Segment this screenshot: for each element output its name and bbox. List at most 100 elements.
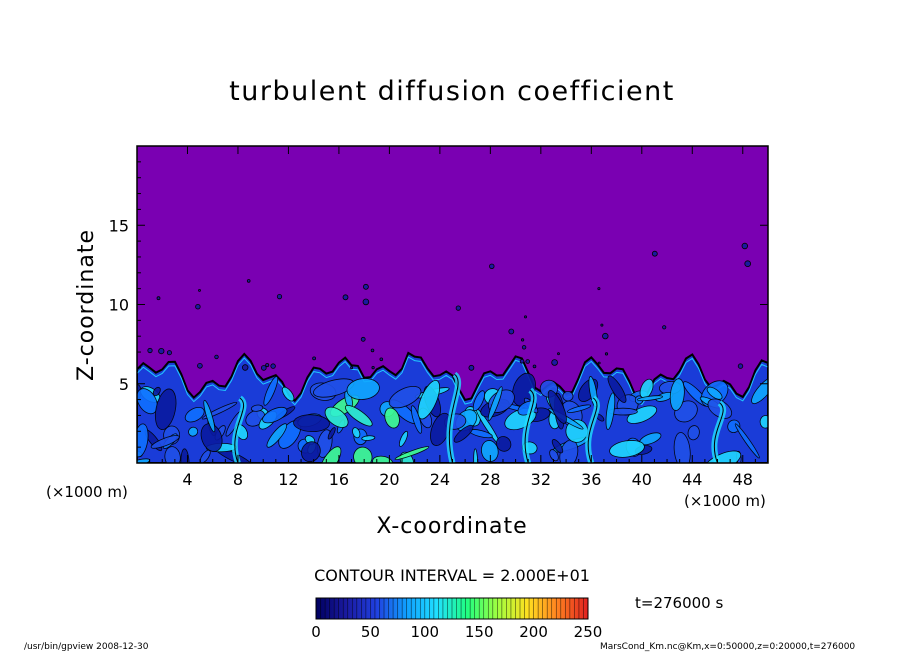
x-tick-label: 16: [329, 470, 349, 489]
x-unit-right: (×1000 m): [684, 492, 766, 510]
eddy: [567, 404, 592, 413]
x-tick-label: 44: [682, 470, 702, 489]
eddy: [352, 427, 361, 439]
eddy: [346, 378, 380, 400]
x-tick-label: 40: [632, 470, 652, 489]
detached-blob: [600, 323, 604, 327]
detached-blob: [597, 361, 601, 365]
x-unit-left: (×1000 m): [46, 483, 128, 501]
detached-blob: [276, 293, 283, 300]
detached-blob: [158, 347, 165, 355]
x-tick-label: 32: [531, 470, 551, 489]
eddy: [266, 423, 288, 448]
eddy: [188, 426, 199, 437]
eddy: [487, 386, 503, 421]
eddy: [673, 432, 691, 463]
eddy: [250, 404, 264, 412]
contour-interval: CONTOUR INTERVAL = 2.000E+01: [314, 566, 590, 585]
x-tick-label: 48: [733, 470, 753, 489]
detached-blob: [241, 364, 249, 371]
eddy: [200, 423, 223, 452]
x-tick-label: 4: [182, 470, 192, 489]
detached-blob: [371, 365, 375, 370]
eddy: [669, 378, 685, 411]
eddy: [410, 405, 423, 434]
detached-blob: [508, 328, 515, 335]
eddy: [262, 406, 288, 424]
eddy: [152, 386, 161, 397]
eddy: [759, 415, 768, 429]
plume-contour: [234, 397, 245, 463]
detached-blob: [246, 279, 251, 283]
colorbar-tick-label: 150: [465, 623, 494, 641]
plume-contour: [524, 389, 535, 463]
plume-contour: [713, 402, 724, 463]
eddy: [281, 386, 295, 402]
detached-blob: [312, 356, 317, 361]
eddy: [472, 390, 485, 412]
plume-contour: [587, 397, 598, 463]
eddy: [547, 390, 567, 424]
eddy: [636, 395, 664, 402]
detached-blob: [260, 365, 267, 371]
detached-blob: [662, 325, 667, 330]
eddy: [734, 423, 760, 459]
eddy: [384, 407, 400, 429]
eddy: [293, 414, 330, 433]
detached-blob: [370, 348, 375, 353]
detached-blob: [744, 260, 751, 268]
detached-blob: [270, 363, 276, 369]
eddy: [609, 440, 645, 458]
detached-blob: [741, 242, 748, 250]
detached-blob: [597, 287, 601, 291]
detached-blob: [156, 296, 161, 301]
eddy: [687, 425, 700, 441]
detached-blob: [342, 294, 349, 301]
detached-blob: [362, 283, 369, 290]
detached-blob: [455, 305, 461, 311]
detached-blob: [214, 354, 219, 360]
detached-blob: [468, 364, 475, 371]
detached-blob: [521, 345, 527, 350]
eddy: [607, 375, 627, 403]
detached-blob: [198, 288, 201, 292]
detached-blob: [360, 336, 366, 342]
detached-blob: [379, 357, 384, 362]
detached-blob: [651, 250, 658, 257]
eddy: [626, 405, 658, 424]
x-axis-label: X-coordinate: [376, 514, 528, 539]
eddy: [372, 455, 394, 463]
x-axis: 4 8 12 16 20 24 28 32 36 40 44 48: [149, 146, 756, 489]
detached-blob: [602, 332, 609, 340]
detached-blob: [195, 304, 201, 310]
turbulent-field: [137, 242, 768, 463]
detached-blob: [525, 359, 530, 364]
chart-title: turbulent diffusion coefficient: [229, 76, 675, 107]
x-tick-label: 8: [233, 470, 243, 489]
x-tick-label: 28: [480, 470, 500, 489]
eddy: [324, 406, 349, 428]
eddy: [203, 399, 216, 433]
eddy: [394, 446, 430, 460]
eddy: [562, 391, 574, 402]
eddy: [398, 430, 409, 447]
detached-blob: [737, 363, 744, 369]
colorbar-contour-lines: [320, 598, 584, 619]
detached-blob: [519, 358, 525, 364]
eddy: [263, 376, 279, 406]
eddy: [453, 424, 474, 443]
eddy: [319, 446, 342, 463]
eddy: [481, 440, 499, 462]
detached-blob: [551, 359, 558, 366]
x-tick-label: 24: [430, 470, 450, 489]
x-tick-label: 12: [278, 470, 298, 489]
x-tick-label: 36: [581, 470, 601, 489]
time-label: t=276000 s: [635, 594, 724, 612]
y-axis-label: Z-coordinate: [74, 229, 99, 381]
eddy: [706, 386, 723, 400]
x-tick-label: 20: [379, 470, 399, 489]
eddy: [344, 404, 373, 427]
detached-blob: [197, 362, 203, 369]
eddy: [361, 435, 376, 441]
